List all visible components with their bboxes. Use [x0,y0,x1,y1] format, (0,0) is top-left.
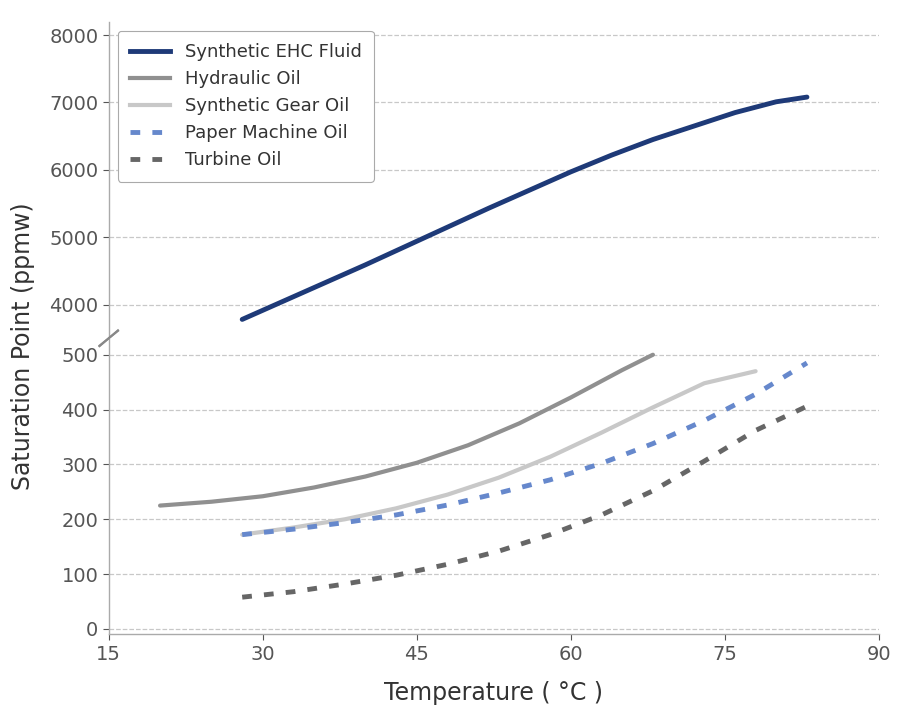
Legend: Synthetic EHC Fluid, Hydraulic Oil, Synthetic Gear Oil, Paper Machine Oil, Turbi: Synthetic EHC Fluid, Hydraulic Oil, Synt… [118,31,374,182]
X-axis label: Temperature ( °C ): Temperature ( °C ) [384,681,603,704]
Text: Saturation Point (ppmw): Saturation Point (ppmw) [11,203,34,490]
